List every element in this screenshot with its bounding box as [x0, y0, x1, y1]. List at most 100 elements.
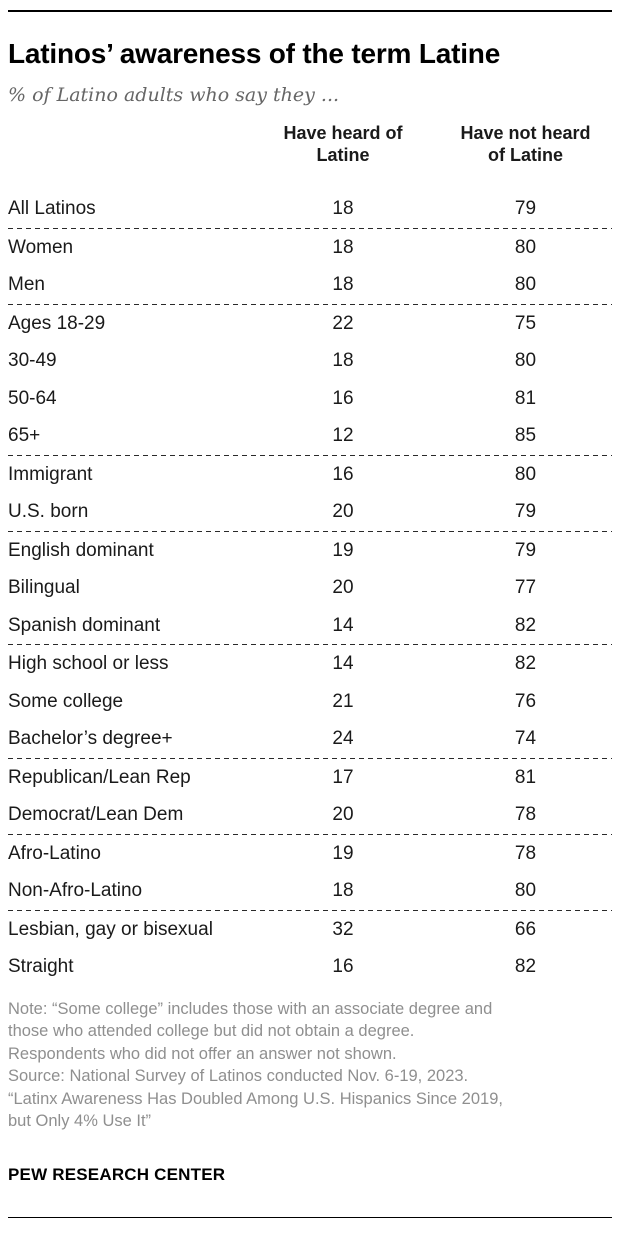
value-have-not-heard: 80	[514, 463, 537, 485]
value-have-not-heard: 74	[514, 728, 537, 750]
value-have-not-heard: 75	[514, 312, 537, 334]
dashed-separator	[8, 644, 612, 646]
value-have-heard: 21	[332, 690, 354, 712]
value-have-heard: 20	[332, 501, 354, 523]
table-row: Lesbian, gay or bisexual 32 66	[8, 911, 612, 949]
table-row: Immigrant 16 80	[8, 456, 612, 494]
table-row: All Latinos 18 79	[8, 190, 612, 228]
table-row: Straight 16 82	[8, 948, 612, 986]
row-label: English dominant	[8, 539, 154, 561]
table-row: Ages 18-29 22 75	[8, 305, 612, 343]
top-rule	[8, 10, 612, 12]
chart-title: Latinos’ awareness of the term Latine	[8, 38, 501, 69]
table-row: Afro-Latino 19 78	[8, 835, 612, 873]
row-label: 30-49	[8, 350, 57, 372]
table-row: High school or less 14 82	[8, 645, 612, 683]
value-have-not-heard: 66	[514, 918, 537, 940]
value-have-heard: 18	[332, 350, 354, 372]
table-row: Bilingual 20 77	[8, 569, 612, 607]
dashed-separator	[8, 227, 612, 229]
value-have-not-heard: 78	[514, 842, 537, 864]
value-have-not-heard: 81	[514, 387, 537, 409]
dashed-separator	[8, 909, 612, 911]
table-row: 65+ 12 85	[8, 417, 612, 455]
row-label: Democrat/Lean Dem	[8, 804, 184, 826]
row-label: High school or less	[8, 653, 169, 675]
note-line: those who attended college but did not o…	[8, 1022, 415, 1041]
table-row: Spanish dominant 14 82	[8, 607, 612, 645]
dashed-separator	[8, 833, 612, 835]
value-have-heard: 17	[332, 766, 354, 788]
row-label: Women	[8, 236, 74, 258]
value-have-heard: 20	[332, 577, 354, 599]
value-have-not-heard: 80	[514, 274, 537, 296]
note-line: Source: National Survey of Latinos condu…	[8, 1067, 469, 1086]
row-label: Bachelor’s degree+	[8, 728, 173, 750]
table-row: Non-Afro-Latino 18 80	[8, 872, 612, 910]
value-have-not-heard: 81	[514, 766, 537, 788]
dashed-separator	[8, 530, 612, 532]
value-have-not-heard: 79	[514, 539, 537, 561]
table-row: English dominant 19 79	[8, 532, 612, 570]
value-have-heard: 14	[332, 614, 354, 636]
row-label: Some college	[8, 690, 124, 712]
chart-subtitle: % of Latino adults who say they ...	[8, 84, 340, 107]
table-row: Bachelor’s degree+ 24 74	[8, 720, 612, 758]
value-have-heard: 12	[332, 425, 354, 447]
row-label: Immigrant	[8, 463, 93, 485]
value-have-heard: 16	[332, 956, 354, 978]
bottom-rule	[8, 1216, 612, 1219]
table-row: Women 18 80	[8, 229, 612, 267]
row-label: 50-64	[8, 387, 57, 409]
value-have-not-heard: 79	[514, 501, 537, 523]
column-header-have-not-heard: Have not heard of Latine	[460, 123, 591, 165]
row-label: Lesbian, gay or bisexual	[8, 918, 213, 940]
row-label: Ages 18-29	[8, 312, 106, 334]
value-have-heard: 14	[332, 653, 354, 675]
table-row: Men 18 80	[8, 266, 612, 304]
row-label: All Latinos	[8, 198, 96, 220]
note-line: but Only 4% Use It”	[8, 1112, 152, 1131]
value-have-heard: 16	[332, 387, 354, 409]
value-have-not-heard: 82	[514, 956, 537, 978]
table-row: Democrat/Lean Dem 20 78	[8, 796, 612, 834]
value-have-not-heard: 76	[514, 690, 537, 712]
note-line: Respondents who did not offer an answer …	[8, 1044, 397, 1063]
value-have-not-heard: 82	[514, 614, 537, 636]
note-line: Note: “Some college” includes those with…	[8, 999, 493, 1018]
row-label: U.S. born	[8, 501, 89, 523]
row-label: Afro-Latino	[8, 842, 101, 864]
dashed-separator	[8, 303, 612, 305]
value-have-heard: 16	[332, 463, 354, 485]
value-have-heard: 24	[332, 728, 354, 750]
source-brand: PEW RESEARCH CENTER	[8, 1164, 226, 1184]
value-have-heard: 18	[332, 236, 354, 258]
row-label: Bilingual	[8, 577, 80, 599]
value-have-not-heard: 79	[514, 198, 537, 220]
value-have-not-heard: 80	[514, 236, 537, 258]
value-have-not-heard: 80	[514, 880, 537, 902]
value-have-heard: 22	[332, 312, 354, 334]
column-headers: Have heard of Latine Have not heard of L…	[8, 123, 612, 166]
value-have-not-heard: 78	[514, 804, 537, 826]
row-label: 65+	[8, 425, 41, 447]
value-have-heard: 19	[332, 539, 354, 561]
table-row: U.S. born 20 79	[8, 493, 612, 531]
dashed-separator	[8, 757, 612, 759]
row-label: Straight	[8, 956, 74, 978]
value-have-not-heard: 80	[514, 350, 537, 372]
dashed-separator	[8, 454, 612, 456]
row-label: Non-Afro-Latino	[8, 880, 143, 902]
footnotes: Note: “Some college” includes those with…	[8, 998, 612, 1133]
table-body: All Latinos 18 79 Women 18 80 Men 18 80 Ages 18-2…	[8, 190, 612, 986]
value-have-heard: 18	[332, 198, 354, 220]
column-header-have-heard: Have heard of Latine	[283, 123, 403, 165]
value-have-not-heard: 77	[514, 577, 537, 599]
row-label: Men	[8, 274, 45, 296]
value-have-heard: 18	[332, 274, 354, 296]
row-label: Republican/Lean Rep	[8, 766, 191, 788]
table-row: Republican/Lean Rep 17 81	[8, 759, 612, 797]
value-have-not-heard: 85	[514, 425, 537, 447]
table-row: Some college 21 76	[8, 683, 612, 721]
